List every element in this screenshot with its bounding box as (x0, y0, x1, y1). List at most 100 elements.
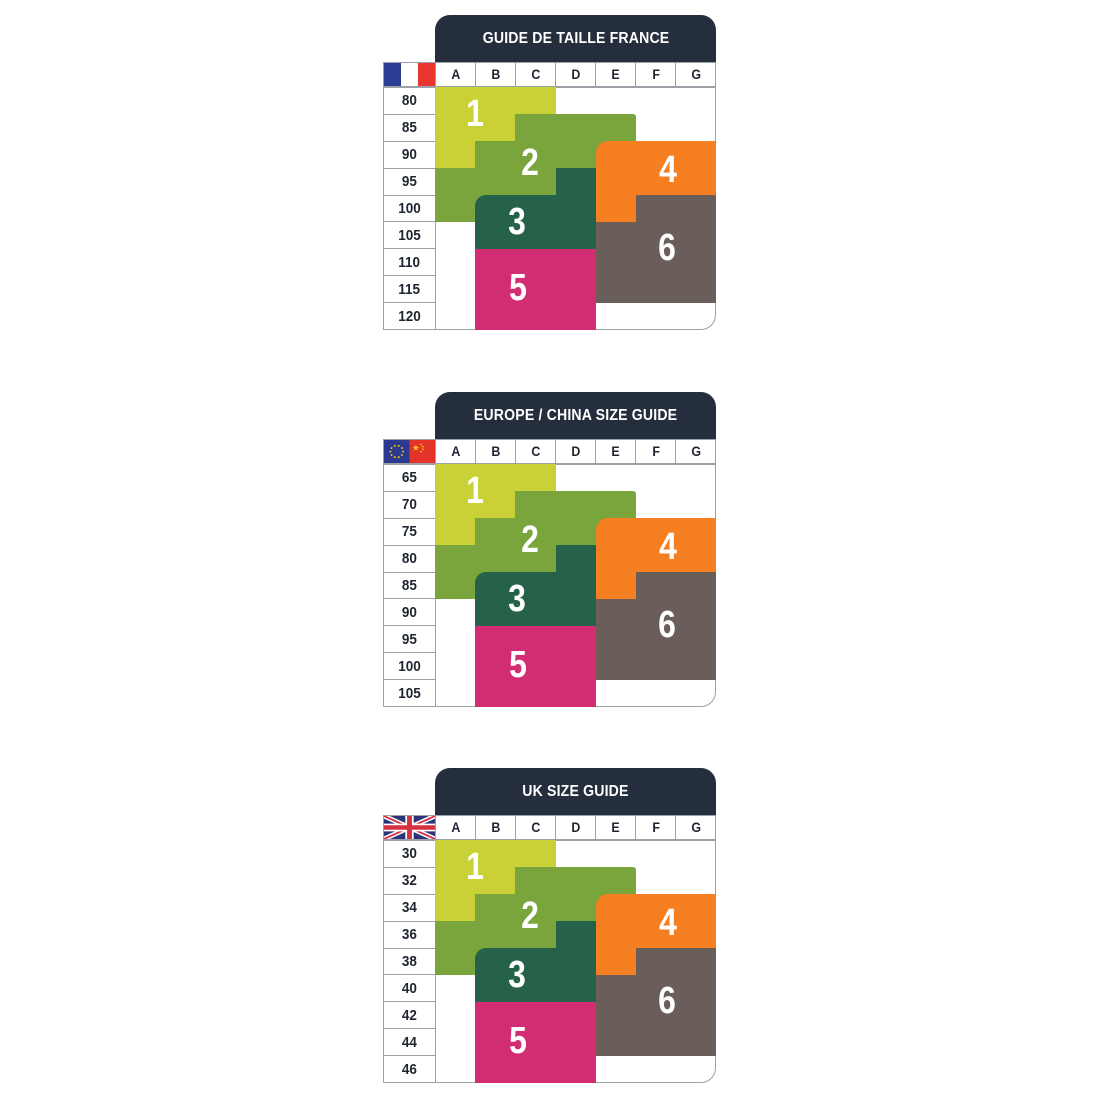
size-row-cell: 44 (384, 1029, 435, 1057)
size-row-label: 90 (401, 603, 418, 621)
size-region-3 (475, 572, 596, 626)
size-region-1 (435, 840, 556, 867)
chart-title: EUROPE / CHINA SIZE GUIDE (474, 406, 678, 424)
uk-flag-icon (383, 815, 435, 840)
region-number-label: 5 (508, 643, 527, 686)
region-number-label: 4 (659, 901, 678, 944)
size-region-1 (435, 464, 556, 491)
size-row-label: 95 (401, 173, 418, 191)
size-row-cell: 90 (384, 599, 435, 627)
column-header-label: D (571, 820, 581, 835)
size-row-label: 38 (401, 953, 418, 970)
size-row-cell: 95 (384, 626, 435, 654)
size-region-2 (475, 894, 596, 921)
column-header-label: F (652, 444, 660, 459)
size-region-6 (636, 948, 717, 975)
size-row-cell: 120 (384, 303, 435, 329)
cup-column-header-row: A B C D E F G (435, 62, 717, 87)
chart-title-bar: UK SIZE GUIDE (435, 768, 717, 815)
size-row-cell: 95 (384, 169, 435, 196)
column-header-label: A (451, 444, 461, 459)
size-row-cell: 100 (384, 196, 435, 223)
column-header-label: E (611, 67, 620, 82)
column-header-cell: C (515, 63, 555, 86)
size-region-1 (435, 114, 516, 141)
size-row-cell: 65 (384, 465, 435, 492)
size-region-2 (435, 195, 476, 222)
size-region-6 (636, 195, 717, 222)
column-header-cell: F (635, 816, 675, 839)
size-row-cell: 80 (384, 546, 435, 573)
size-row-label: 30 (401, 845, 418, 863)
size-row-cell: 90 (384, 142, 435, 169)
chart-title: GUIDE DE TAILLE FRANCE (482, 29, 670, 47)
size-row-label: 40 (401, 979, 418, 997)
column-header-label: C (531, 67, 541, 82)
region-number-label: 2 (520, 895, 539, 938)
column-header-label: D (571, 444, 581, 459)
region-number-label: 5 (508, 266, 527, 309)
size-region-2 (515, 867, 636, 894)
region-number-label: 2 (520, 519, 539, 562)
size-region-2 (515, 114, 636, 141)
size-row-label: 90 (401, 146, 418, 164)
size-row-label: 80 (401, 92, 418, 110)
cup-column-header-row: A B C D E F G (435, 439, 717, 464)
column-header-cell: G (675, 63, 715, 86)
size-row-label: 105 (398, 226, 421, 244)
region-number-label: 1 (466, 470, 485, 512)
size-row-label: 46 (401, 1060, 418, 1078)
size-region-3 (475, 195, 596, 249)
region-number-label: 5 (508, 1019, 527, 1062)
size-row-cell: 40 (384, 975, 435, 1003)
size-row-label: 100 (398, 200, 421, 217)
region-number-label: 3 (507, 578, 526, 620)
column-header-label: C (531, 820, 541, 835)
size-region-4 (595, 141, 717, 195)
column-header-cell: B (475, 63, 515, 86)
size-row-cell: 105 (384, 680, 435, 706)
size-row-cell: 80 (384, 88, 435, 115)
france-flag-icon (383, 62, 435, 87)
size-row-label: 70 (401, 496, 418, 514)
size-row-label: 34 (401, 899, 418, 917)
size-region-5 (475, 1002, 596, 1083)
size-row-label: 110 (398, 253, 421, 271)
column-header-label: E (611, 444, 620, 459)
size-row-label: 105 (398, 684, 421, 702)
column-header-label: G (691, 820, 701, 835)
size-region-2 (435, 921, 556, 948)
size-row-label: 75 (401, 523, 418, 541)
size-region-5 (475, 626, 596, 707)
size-region-4 (595, 195, 636, 222)
size-region-3 (475, 948, 596, 1002)
cup-column-header-row: A B C D E F G (435, 815, 717, 840)
size-row-label: 95 (401, 630, 418, 648)
column-header-label: A (451, 820, 461, 835)
column-header-cell: B (475, 816, 515, 839)
column-header-label: D (571, 67, 581, 82)
size-row-cell: 42 (384, 1002, 435, 1030)
column-header-cell: C (515, 440, 555, 463)
chart-title-bar: GUIDE DE TAILLE FRANCE (435, 15, 717, 62)
size-row-cell: 30 (384, 841, 435, 868)
size-row-cell: 85 (384, 573, 435, 600)
column-header-cell: A (436, 63, 475, 86)
size-region-4 (595, 572, 636, 599)
size-guide-card-2: UK SIZE GUIDE A B C D E F G 30 32 34 36 38 40 42 44 46 1 2… (383, 768, 717, 1083)
region-number-label: 6 (657, 980, 676, 1023)
size-guide-card-1: EUROPE / CHINA SIZE GUIDE A B C D E F G 65 70 75 80… (383, 392, 717, 707)
column-header-cell: D (555, 63, 595, 86)
chart-title: UK SIZE GUIDE (522, 782, 629, 800)
size-row-label: 85 (401, 119, 418, 137)
column-header-cell: A (436, 816, 475, 839)
size-row-cell: 100 (384, 653, 435, 681)
column-header-label: G (691, 67, 701, 82)
size-region-2 (435, 948, 476, 975)
size-row-label: 36 (401, 926, 418, 944)
size-row-label: 65 (401, 469, 418, 487)
region-number-label: 4 (659, 148, 678, 191)
size-row-cell: 85 (384, 115, 435, 142)
